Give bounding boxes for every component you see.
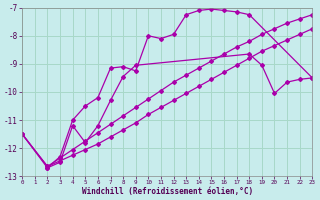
X-axis label: Windchill (Refroidissement éolien,°C): Windchill (Refroidissement éolien,°C) xyxy=(82,187,253,196)
